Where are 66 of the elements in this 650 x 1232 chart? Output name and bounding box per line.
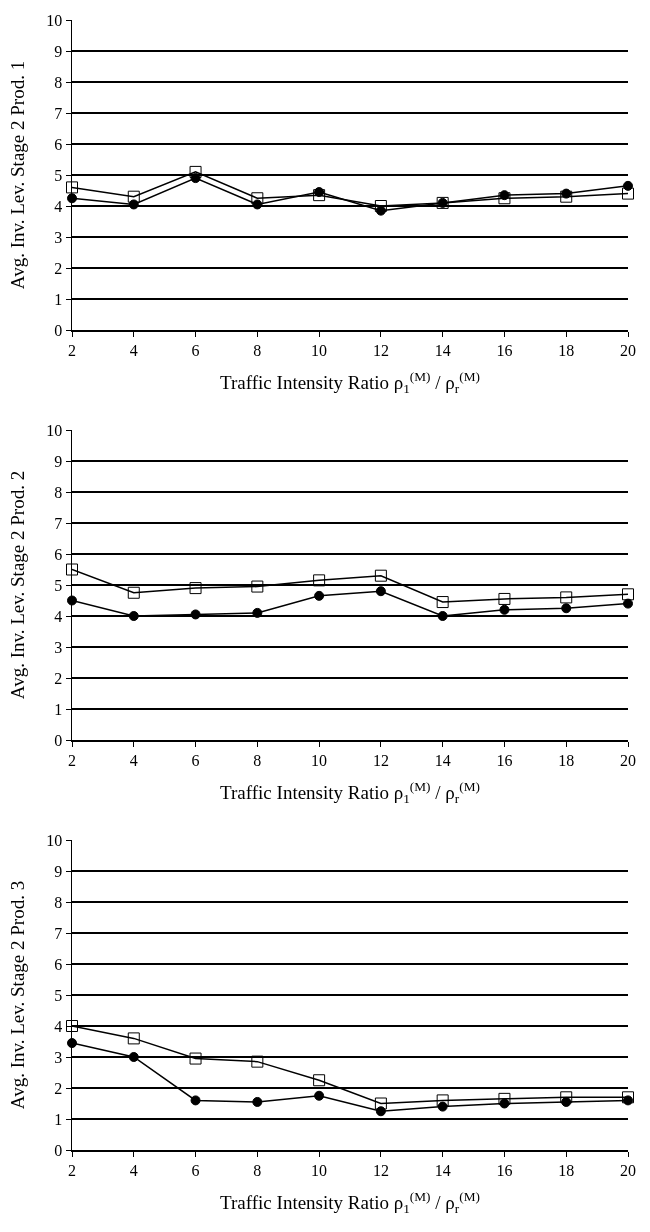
x-tick-label: 2 bbox=[68, 1161, 76, 1179]
x-tick-label: 4 bbox=[129, 751, 138, 769]
x-tick-label: 8 bbox=[253, 751, 262, 769]
x-tick-label: 18 bbox=[558, 341, 575, 359]
y-tick-label: 4 bbox=[54, 197, 63, 215]
y-tick-label: 5 bbox=[54, 576, 63, 594]
y-tick-label: 3 bbox=[54, 1048, 63, 1066]
x-tick-label: 20 bbox=[620, 341, 636, 359]
y-tick-label: 1 bbox=[54, 1110, 63, 1128]
y-tick-label: 1 bbox=[54, 290, 63, 308]
x-tick-label: 16 bbox=[496, 341, 513, 359]
y-tick-label: 7 bbox=[54, 104, 63, 122]
y-tick-label: 1 bbox=[54, 700, 63, 718]
y-tick-label: 0 bbox=[54, 1141, 63, 1159]
x-tick-label: 16 bbox=[496, 751, 513, 769]
y-tick-label: 9 bbox=[54, 42, 63, 60]
y-tick-label: 2 bbox=[54, 669, 63, 687]
x-tick-label: 8 bbox=[253, 341, 262, 359]
y-tick-label: 8 bbox=[54, 893, 63, 911]
y-tick-label: 7 bbox=[54, 514, 63, 532]
x-tick-label: 18 bbox=[558, 751, 575, 769]
y-tick-label: 2 bbox=[54, 259, 63, 277]
y-tick-label: 3 bbox=[54, 228, 63, 246]
y-tick-label: 9 bbox=[54, 452, 63, 470]
y-tick-label: 4 bbox=[54, 1017, 63, 1035]
x-tick-label: 6 bbox=[191, 751, 200, 769]
x-tick-label: 16 bbox=[496, 1161, 513, 1179]
x-tick-label: 18 bbox=[558, 1161, 575, 1179]
x-tick-label: 14 bbox=[434, 751, 451, 769]
x-tick-label: 20 bbox=[620, 1161, 636, 1179]
x-tick-label: 12 bbox=[372, 341, 389, 359]
x-tick-label: 4 bbox=[129, 341, 138, 359]
x-tick-label: 2 bbox=[68, 751, 76, 769]
x-tick-label: 14 bbox=[434, 1161, 451, 1179]
x-tick-label: 12 bbox=[372, 751, 389, 769]
y-tick-label: 3 bbox=[54, 638, 63, 656]
y-tick-label: 0 bbox=[54, 321, 63, 339]
y-tick-label: 10 bbox=[46, 831, 63, 849]
x-tick-label: 20 bbox=[620, 751, 636, 769]
y-axis-title: Avg. Inv. Lev. Stage 2 Prod. 3 bbox=[6, 880, 28, 1110]
x-tick-label: 2 bbox=[68, 341, 76, 359]
x-tick-label: 8 bbox=[253, 1161, 262, 1179]
y-tick-label: 2 bbox=[54, 1079, 63, 1097]
y-tick-label: 4 bbox=[54, 607, 63, 625]
y-tick-label: 8 bbox=[54, 483, 63, 501]
y-tick-label: 6 bbox=[54, 545, 63, 563]
y-tick-label: 10 bbox=[46, 11, 63, 29]
x-tick-label: 6 bbox=[191, 1161, 200, 1179]
x-tick-label: 10 bbox=[311, 1161, 328, 1179]
y-tick-label: 10 bbox=[46, 421, 63, 439]
y-tick-label: 0 bbox=[54, 731, 63, 749]
x-tick-label: 6 bbox=[191, 341, 200, 359]
x-tick-label: 4 bbox=[129, 1161, 138, 1179]
y-tick-label: 6 bbox=[54, 955, 63, 973]
x-tick-label: 12 bbox=[372, 1161, 389, 1179]
x-tick-label: 14 bbox=[434, 341, 451, 359]
x-tick-label: 10 bbox=[311, 751, 328, 769]
y-axis-title: Avg. Inv. Lev. Stage 2 Prod. 1 bbox=[6, 60, 28, 290]
y-tick-label: 8 bbox=[54, 73, 63, 91]
x-tick-label: 10 bbox=[311, 341, 328, 359]
y-tick-label: 7 bbox=[54, 924, 63, 942]
y-axis-title: Avg. Inv. Lev. Stage 2 Prod. 2 bbox=[6, 470, 28, 700]
y-tick-label: 5 bbox=[54, 986, 63, 1004]
y-tick-label: 6 bbox=[54, 135, 63, 153]
y-tick-label: 5 bbox=[54, 166, 63, 184]
y-tick-label: 9 bbox=[54, 862, 63, 880]
